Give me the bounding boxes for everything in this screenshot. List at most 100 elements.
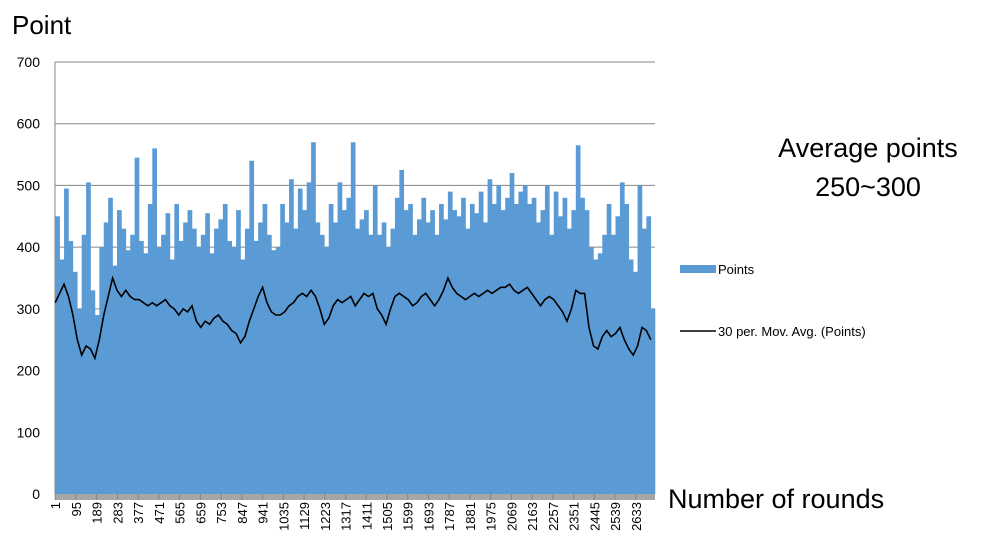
legend-label: 30 per. Mov. Avg. (Points) [718,324,866,339]
bar [390,228,396,494]
bar [355,228,360,494]
bar [624,203,630,494]
x-tick-label: 2539 [608,502,623,531]
bar [386,247,391,494]
bar [368,234,374,495]
bar [125,250,131,494]
bar [275,247,281,494]
bar [205,213,210,494]
bar [86,182,91,495]
bar [377,234,382,495]
bar [284,222,290,494]
bar [394,197,400,494]
bar [430,210,435,494]
bar [606,203,612,494]
bar [103,222,109,494]
bar [646,216,652,495]
bar [439,203,444,494]
y-tick-label: 300 [17,301,41,317]
bar [183,222,188,494]
y-tick-label: 200 [17,363,41,379]
bar [324,247,330,494]
bar [637,185,643,494]
bar [116,210,122,494]
x-tick-label: 1975 [484,502,499,531]
bar [315,222,321,494]
bar [566,228,572,494]
bar [522,185,528,494]
bar [280,203,285,494]
bar [302,210,307,494]
bar [68,240,74,494]
bar [650,308,656,494]
bar [112,265,118,494]
x-tick-label: 2445 [587,502,602,531]
x-tick-label: 1505 [380,502,395,531]
bar [200,234,206,495]
bar [130,234,135,495]
bar [359,219,365,494]
bar [364,210,369,494]
bar [500,210,506,494]
bar [589,247,594,494]
bar [549,234,555,495]
bar [99,247,105,494]
bar [465,228,471,494]
bar [236,210,241,494]
x-tick-label: 283 [110,502,125,524]
x-tick-label: 1 [48,502,63,509]
x-tick-label: 1599 [401,502,416,531]
bar [399,170,405,494]
bar [496,185,502,494]
x-tick-label: 565 [173,502,188,524]
x-axis-title: Number of rounds [668,484,884,514]
bar [593,259,599,494]
bar [222,203,228,494]
x-tick-label: 189 [90,502,105,524]
x-tick-label: 1129 [297,502,312,530]
x-tick-label: 1693 [421,502,436,531]
bar [161,234,166,495]
bar [628,259,634,494]
bar [633,271,638,494]
bar [602,234,607,495]
bar [571,210,577,494]
bar [337,182,343,495]
x-tick-label: 1411 [359,502,374,530]
bar [412,234,418,495]
bar [425,222,431,494]
bar [341,210,347,494]
bar [293,228,299,494]
bar [611,234,616,495]
bar [289,179,294,494]
bar [416,219,422,494]
x-tick-label: 2069 [504,502,519,531]
bar [55,216,60,495]
bar [350,142,356,494]
x-tick-label: 1787 [442,502,457,531]
bar [478,191,484,494]
x-tick-label: 659 [193,502,208,524]
bar [408,203,413,494]
bar [306,182,312,495]
bar [218,219,224,494]
bar [461,197,466,494]
bar [209,253,215,494]
bar [244,228,250,494]
bar [297,188,303,494]
bar [372,185,378,494]
bar [64,188,69,494]
bar [381,222,387,494]
bar [174,203,180,494]
bar [434,234,440,495]
bar [615,216,621,495]
bar [518,191,524,494]
y-tick-label: 600 [17,116,41,132]
bar [240,259,246,494]
y-tick-label: 400 [17,239,41,255]
y-tick-label: 100 [17,424,41,440]
x-tick-label: 2163 [525,502,540,531]
bar [196,247,202,494]
bar [178,240,184,494]
